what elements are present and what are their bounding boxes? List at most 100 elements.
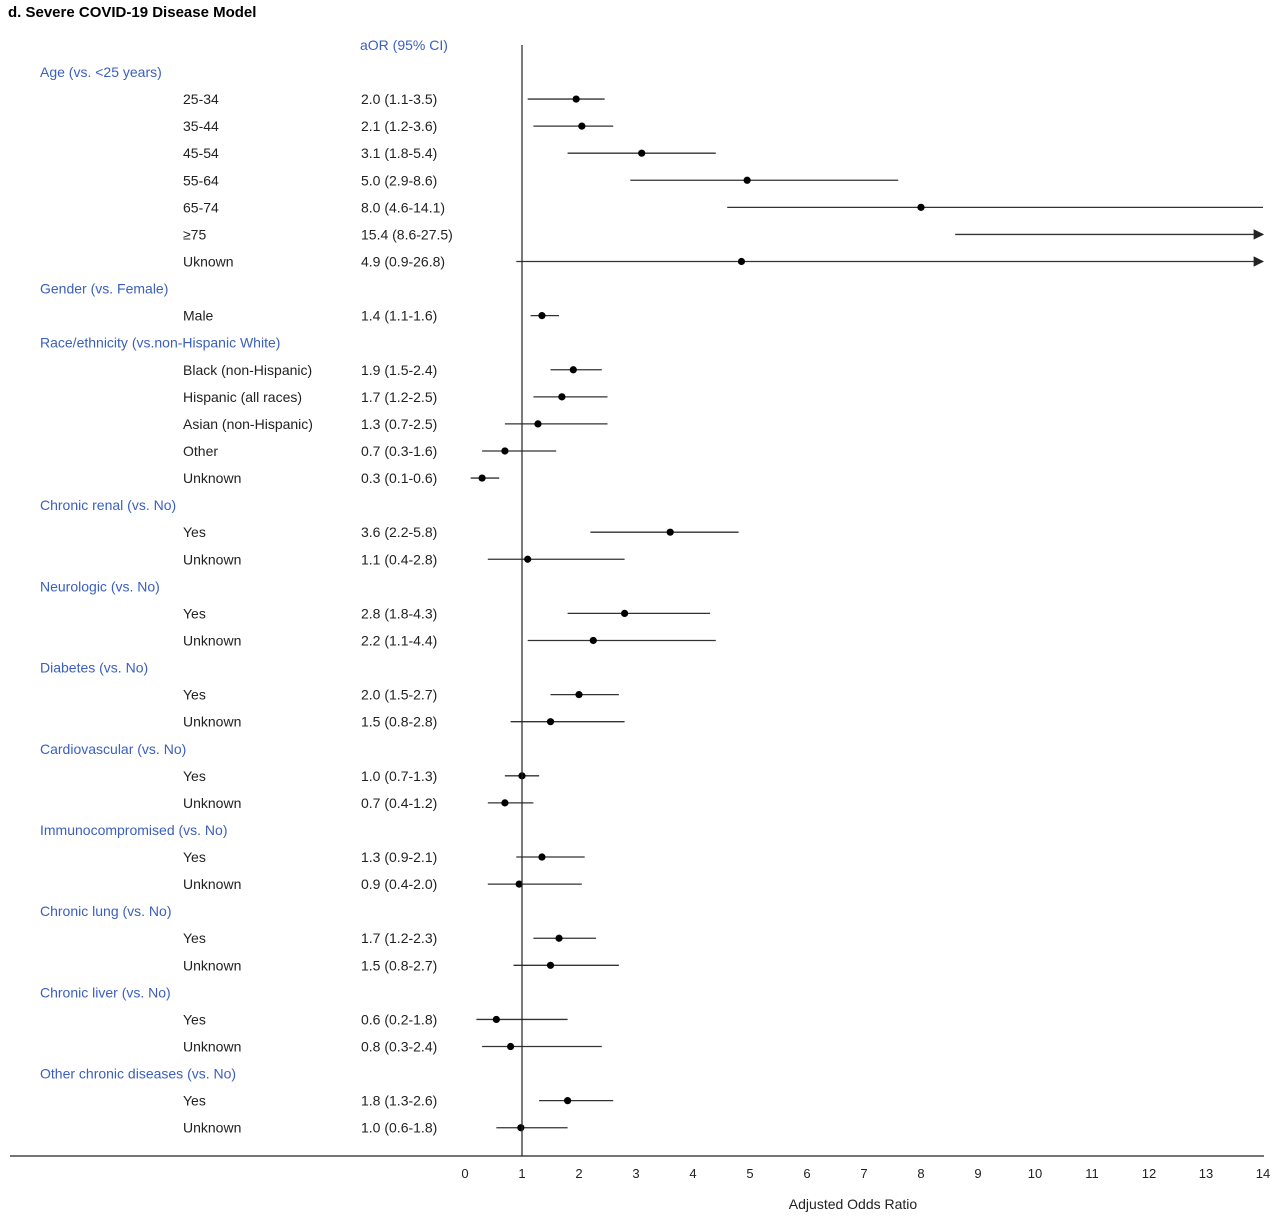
point-estimate xyxy=(737,257,746,266)
estimate-text: 1.4 (1.1-1.6) xyxy=(361,308,437,324)
point-estimate xyxy=(558,393,566,401)
estimate-text: 1.7 (1.2-2.5) xyxy=(361,389,437,405)
row-label: Uknown xyxy=(183,253,234,269)
category-label: Cardiovascular (vs. No) xyxy=(40,741,186,757)
point-estimate xyxy=(569,366,577,374)
estimate-text: 0.7 (0.4-1.2) xyxy=(361,795,437,811)
estimate-text: 1.9 (1.5-2.4) xyxy=(361,362,437,378)
estimate-text: 2.8 (1.8-4.3) xyxy=(361,605,437,621)
x-tick-label: 11 xyxy=(1085,1166,1099,1181)
estimate-text: 1.1 (0.4-2.8) xyxy=(361,551,437,567)
x-tick-label: 8 xyxy=(917,1166,924,1181)
point-estimate xyxy=(589,636,597,645)
x-tick-label: 10 xyxy=(1028,1166,1042,1181)
estimate-text: 0.8 (0.3-2.4) xyxy=(361,1039,437,1055)
row-label: Unknown xyxy=(183,551,241,567)
row-label: Unknown xyxy=(183,632,241,648)
point-estimate xyxy=(517,1124,525,1132)
point-estimate xyxy=(534,420,542,428)
category-label: Chronic lung (vs. No) xyxy=(40,903,172,919)
row-label: Unknown xyxy=(183,795,241,811)
row-label: Unknown xyxy=(183,714,241,730)
x-tick-label: 9 xyxy=(974,1166,981,1181)
row-label: Yes xyxy=(183,1011,206,1027)
estimate-text: 1.3 (0.7-2.5) xyxy=(361,416,437,432)
category-label: Race/ethnicity (vs.non-Hispanic White) xyxy=(40,335,280,351)
estimate-text: 1.3 (0.9-2.1) xyxy=(361,849,437,865)
point-estimate xyxy=(515,880,523,888)
row-label: Yes xyxy=(183,1093,206,1109)
category-label: Chronic renal (vs. No) xyxy=(40,497,176,513)
estimate-text: 0.7 (0.3-1.6) xyxy=(361,443,437,459)
point-estimate xyxy=(501,799,509,807)
estimate-text: 8.0 (4.6-14.1) xyxy=(361,199,445,215)
point-estimate xyxy=(492,1015,500,1024)
row-label: Other xyxy=(183,443,218,459)
estimate-text: 0.9 (0.4-2.0) xyxy=(361,876,437,892)
row-label: ≥75 xyxy=(183,226,206,242)
row-label: Unknown xyxy=(183,470,241,486)
point-estimate xyxy=(555,934,563,942)
row-label: Yes xyxy=(183,768,206,784)
estimate-text: 2.1 (1.2-3.6) xyxy=(361,118,437,134)
x-tick-label: 4 xyxy=(689,1166,696,1181)
point-estimate xyxy=(917,203,925,211)
point-estimate xyxy=(507,1042,515,1051)
estimate-text: 4.9 (0.9-26.8) xyxy=(361,253,445,269)
point-estimate xyxy=(538,853,546,861)
x-tick-label: 3 xyxy=(632,1166,639,1181)
point-estimate xyxy=(638,149,646,157)
row-label: Yes xyxy=(183,605,206,621)
x-tick-label: 5 xyxy=(746,1166,753,1181)
point-estimate xyxy=(621,609,629,618)
row-label: 55-64 xyxy=(183,172,219,188)
category-label: Gender (vs. Female) xyxy=(40,281,168,297)
point-estimate xyxy=(546,961,555,969)
estimate-text: 1.0 (0.7-1.3) xyxy=(361,768,437,784)
estimate-text: 1.0 (0.6-1.8) xyxy=(361,1120,437,1136)
x-tick-label: 6 xyxy=(803,1166,810,1181)
category-label: Neurologic (vs. No) xyxy=(40,578,160,594)
row-label: Yes xyxy=(183,524,206,540)
x-tick-label: 2 xyxy=(575,1166,582,1181)
chart-title: d. Severe COVID-19 Disease Model xyxy=(8,4,257,21)
point-estimate xyxy=(572,95,580,103)
point-estimate xyxy=(524,555,532,563)
row-label: Asian (non-Hispanic) xyxy=(183,416,313,432)
row-label: 35-44 xyxy=(183,118,219,134)
row-label: Hispanic (all races) xyxy=(183,389,302,405)
estimate-text: 5.0 (2.9-8.6) xyxy=(361,172,437,188)
row-label: Unknown xyxy=(183,1039,241,1055)
x-tick-label: 13 xyxy=(1199,1166,1213,1181)
estimate-text: 0.6 (0.2-1.8) xyxy=(361,1011,437,1027)
x-tick-label: 7 xyxy=(860,1166,867,1181)
point-estimate xyxy=(564,1097,572,1105)
estimate-text: 2.0 (1.1-3.5) xyxy=(361,91,437,107)
category-label: Immunocompromised (vs. No) xyxy=(40,822,228,838)
category-label: Other chronic diseases (vs. No) xyxy=(40,1066,236,1082)
estimate-text: 1.5 (0.8-2.7) xyxy=(361,957,437,973)
point-estimate xyxy=(575,691,583,699)
row-label: Yes xyxy=(183,930,206,946)
x-tick-label: 0 xyxy=(461,1166,468,1181)
row-label: 65-74 xyxy=(183,199,219,215)
point-estimate xyxy=(538,312,546,320)
estimate-text: 1.7 (1.2-2.3) xyxy=(361,930,437,946)
row-label: Black (non-Hispanic) xyxy=(183,362,312,378)
row-label: 45-54 xyxy=(183,145,219,161)
row-label: 25-34 xyxy=(183,91,219,107)
x-axis-title: Adjusted Odds Ratio xyxy=(788,1196,918,1212)
x-tick-label: 12 xyxy=(1142,1166,1156,1181)
category-label: Diabetes (vs. No) xyxy=(40,660,148,676)
estimate-column-header: aOR (95% CI) xyxy=(360,37,448,53)
point-estimate xyxy=(743,176,751,184)
point-estimate xyxy=(578,122,586,130)
estimate-text: 2.2 (1.1-4.4) xyxy=(361,632,437,648)
x-tick-label: 1 xyxy=(518,1166,525,1181)
estimate-text: 0.3 (0.1-0.6) xyxy=(361,470,437,486)
category-label: Age (vs. <25 years) xyxy=(40,64,162,80)
estimate-text: 2.0 (1.5-2.7) xyxy=(361,687,437,703)
category-label: Chronic liver (vs. No) xyxy=(40,984,171,1000)
x-tick-label: 14 xyxy=(1256,1166,1270,1181)
